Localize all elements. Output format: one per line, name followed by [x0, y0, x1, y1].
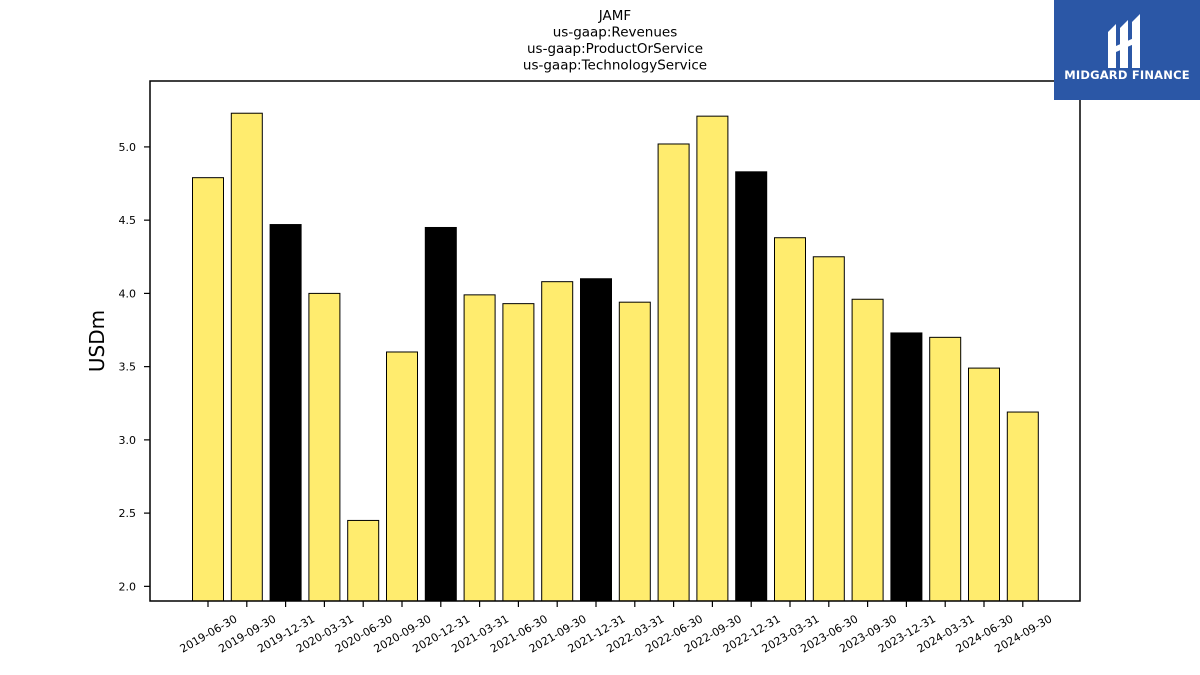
y-tick-label: 5.0 — [119, 141, 137, 154]
logo-mark-icon — [1108, 14, 1140, 68]
bar — [502, 303, 535, 602]
bar — [230, 112, 263, 602]
bar — [424, 226, 457, 602]
bar — [347, 519, 380, 602]
bar — [735, 171, 768, 602]
bar — [541, 281, 574, 602]
bar — [1006, 411, 1039, 602]
bar — [386, 351, 418, 602]
bar — [774, 237, 806, 602]
plot-frame — [149, 80, 1081, 602]
axes — [149, 80, 1081, 602]
bar — [580, 278, 612, 602]
logo-text: MIDGARD FINANCE — [1064, 68, 1190, 82]
bar — [657, 143, 690, 602]
chart-title-line: us-gaap:ProductOrService — [527, 41, 703, 57]
y-tick-label: 3.0 — [119, 434, 137, 447]
midgard-finance-logo: MIDGARD FINANCE — [1054, 0, 1200, 100]
y-axis-label: USDm — [85, 310, 109, 372]
y-tick-label: 3.5 — [119, 361, 137, 374]
chart-title-line: us-gaap:Revenues — [553, 25, 678, 41]
x-axis-ticks: 2019-06-302019-09-302019-12-312020-03-31… — [178, 601, 1054, 656]
bar — [890, 332, 923, 602]
chart-title-line: JAMF — [598, 8, 631, 24]
bar — [463, 294, 496, 602]
y-tick-label: 4.5 — [119, 214, 137, 227]
chart-title: JAMFus-gaap:Revenuesus-gaap:ProductOrSer… — [523, 8, 707, 74]
bar — [929, 336, 962, 602]
y-axis-ticks: 2.0 2.5 3.0 3.5 4.0 4.5 5.0 — [119, 141, 150, 593]
y-tick-label: 2.5 — [119, 507, 137, 520]
bar — [308, 292, 341, 602]
bars — [192, 112, 1039, 602]
bar — [618, 301, 651, 602]
bar — [968, 367, 1000, 602]
bar — [192, 177, 224, 602]
chart-title-line: us-gaap:TechnologyService — [523, 58, 707, 74]
bar — [696, 115, 729, 602]
bar — [851, 298, 884, 602]
y-tick-label: 4.0 — [119, 287, 137, 300]
y-tick-label: 2.0 — [119, 580, 137, 593]
bar — [812, 256, 845, 602]
bar — [269, 224, 302, 602]
